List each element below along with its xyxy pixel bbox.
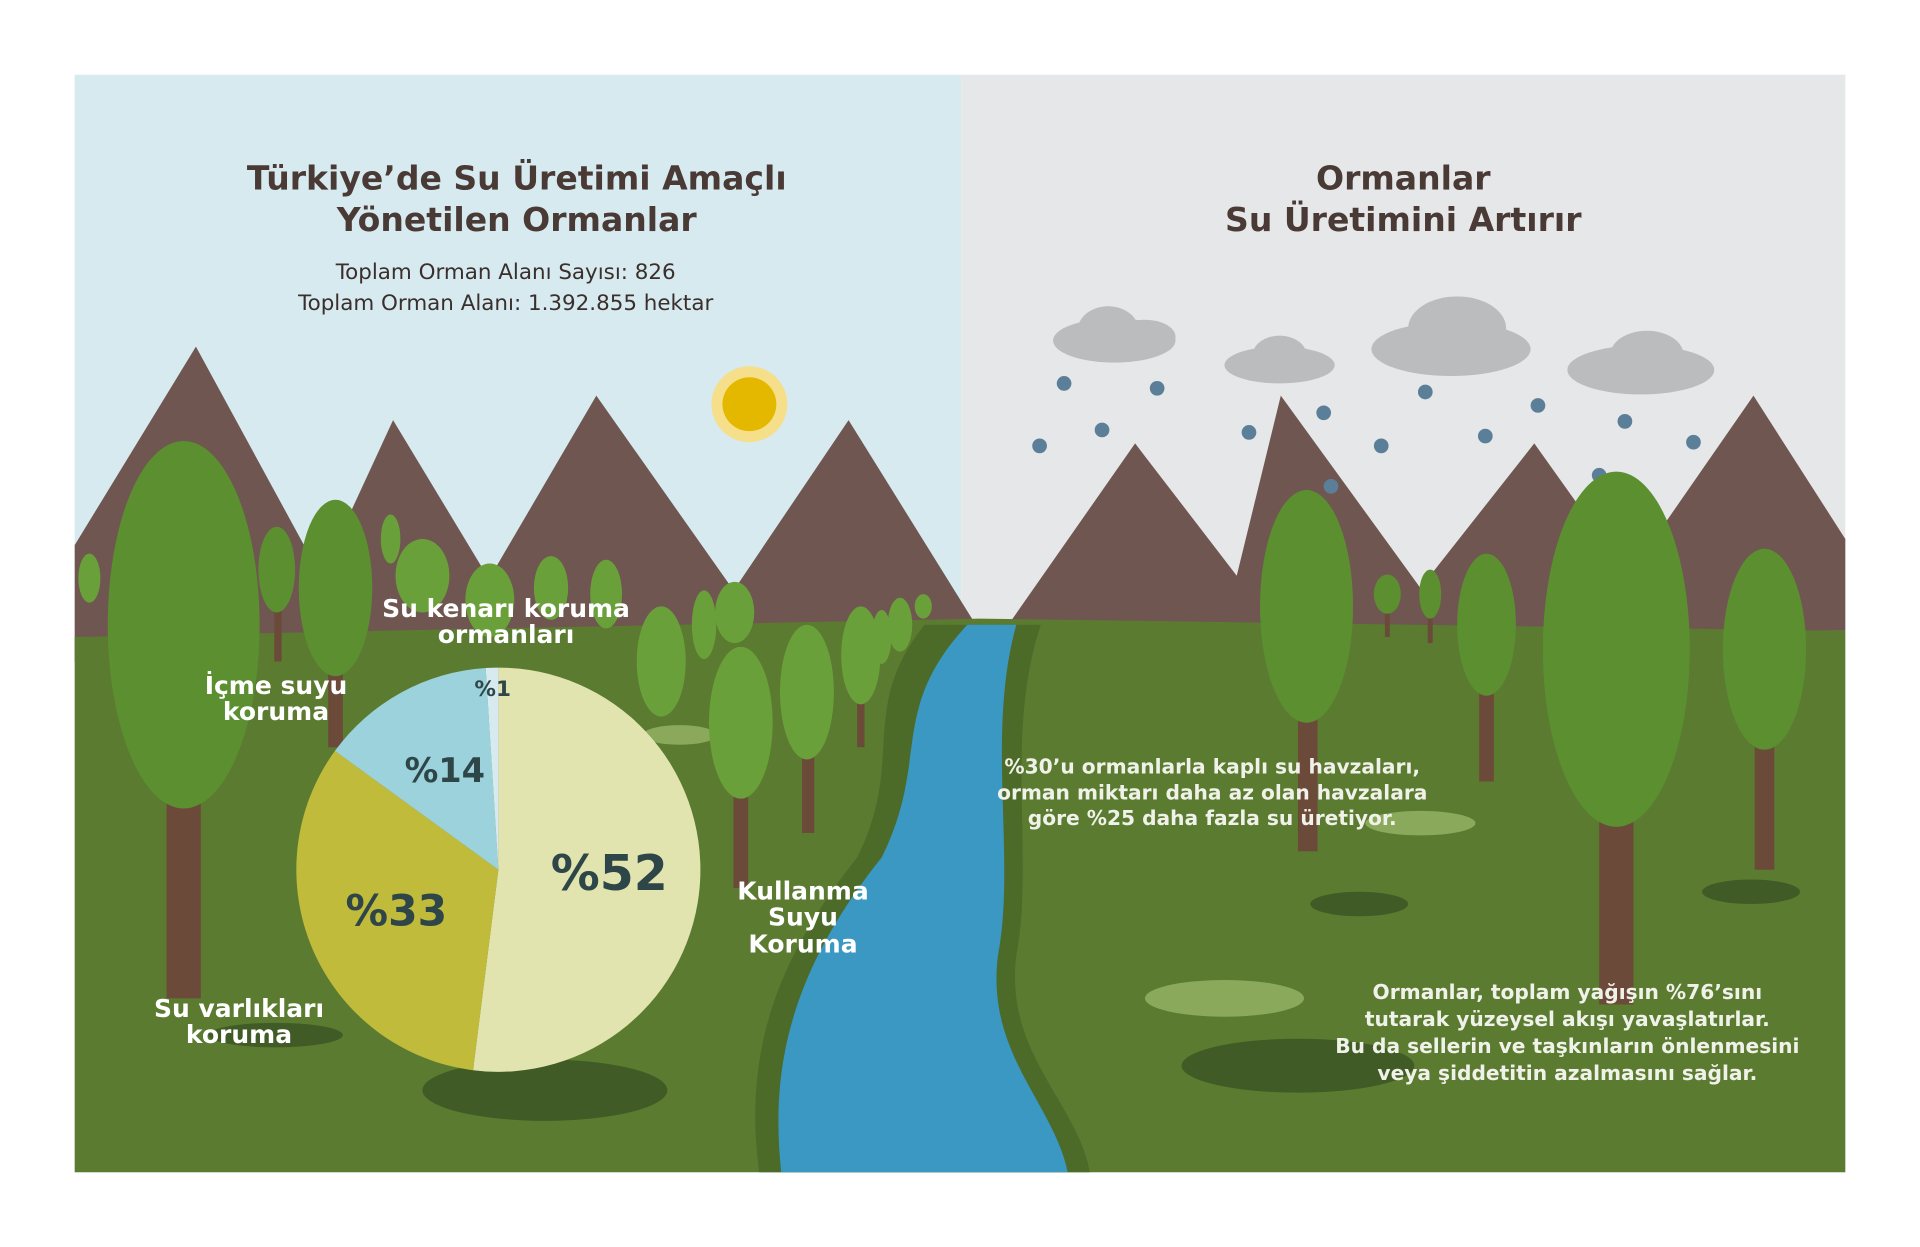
category-label: Su kenarı koruma ormanları <box>382 593 630 649</box>
raindrops-part <box>1032 438 1047 454</box>
bushes-part <box>208 1022 343 1048</box>
clouds-part <box>1408 296 1507 361</box>
raindrops-part <box>1373 438 1389 454</box>
pie-slice <box>296 750 499 1071</box>
category-label: Kullanma Suyu Koruma <box>737 876 869 959</box>
title-line: Su Üretimini Artırır <box>1225 199 1582 239</box>
title-line: Yönetilen Ormanlar <box>336 200 698 239</box>
mountains-part <box>685 420 980 662</box>
trees-part-part <box>258 526 296 613</box>
raindrops-part <box>1477 428 1493 444</box>
bushes <box>208 725 1800 1121</box>
raindrops-part <box>1417 384 1433 400</box>
trees-part-part <box>1384 600 1390 637</box>
trees-part-part <box>274 600 282 662</box>
bushes-part <box>1702 879 1800 905</box>
trees-part-part <box>395 538 450 613</box>
pie-value-label: %1 <box>474 677 511 702</box>
trees-part-part <box>841 606 881 705</box>
trees-part-part <box>78 553 101 603</box>
raindrops-part <box>1094 422 1110 438</box>
title-line: Ormanlar <box>1316 159 1491 198</box>
subtitle-line: Toplam Orman Alanı: 1.392.855 hektar <box>297 291 713 316</box>
clouds-part <box>1114 319 1176 355</box>
trees-part-part <box>1479 673 1494 782</box>
raindrops-part <box>1323 478 1339 494</box>
raindrops-part <box>1530 398 1546 413</box>
bushes-part <box>1181 1038 1415 1093</box>
raindrops-part <box>1241 425 1257 440</box>
trees-part-part <box>636 606 686 717</box>
clouds <box>1053 296 1715 395</box>
raindrops-part <box>1316 405 1332 421</box>
trees-part-part <box>465 563 515 637</box>
sun <box>711 366 788 443</box>
pie-slice <box>334 667 499 870</box>
category-label: Su varlıkları koruma <box>153 993 325 1049</box>
category-label: İçme suyu koruma <box>204 670 348 726</box>
trees-part-part <box>857 673 865 748</box>
note-line: veya şiddetitin azalmasını sağlar. <box>1377 1061 1757 1085</box>
pie-value-label: %33 <box>346 887 448 936</box>
trees-part-part <box>1373 574 1401 614</box>
pie-slice <box>473 667 701 1072</box>
trees-part <box>78 514 932 799</box>
trees-part <box>107 440 1807 827</box>
trees-part-part <box>1427 600 1433 644</box>
note-line: tutarak yüzeysel akışı yavaşlatırlar. <box>1365 1007 1770 1031</box>
bushes-part <box>1365 810 1476 836</box>
trees-part <box>166 600 1775 1005</box>
subtitle-line: Toplam Orman Alanı Sayısı: 826 <box>335 260 676 285</box>
raindrops-part <box>1617 414 1633 429</box>
trees-part-part <box>914 594 932 619</box>
trees-part-part <box>871 610 892 664</box>
bushes-part <box>422 1059 668 1121</box>
trees-part-part <box>298 499 373 677</box>
bushes-part <box>1144 979 1305 1017</box>
trees-part-part <box>1722 548 1807 750</box>
title-line: Türkiye’de Su Üretimi Amaçlı <box>247 158 787 198</box>
trees-part-part <box>533 556 569 620</box>
pie-slice <box>485 667 499 870</box>
clouds-part <box>1610 330 1684 380</box>
note-line: göre %25 daha fazla su üretiyor. <box>1028 806 1397 830</box>
clouds-part <box>1252 335 1307 375</box>
trees-part-part <box>1457 553 1516 696</box>
river <box>778 624 1068 1173</box>
note-line: %30’u ormanlarla kaplı su havzaları, <box>1004 755 1420 779</box>
trees-part-part <box>715 581 755 644</box>
trees-part-part <box>708 646 773 799</box>
note-line: orman miktarı daha az olan havzalara <box>997 780 1427 804</box>
trees-part-part <box>780 624 834 760</box>
trees-part-part <box>590 559 623 629</box>
trees-part-part <box>1419 569 1442 619</box>
raindrops-part <box>1056 376 1072 391</box>
bushes-part <box>642 725 717 745</box>
trees-part-part <box>1542 471 1690 827</box>
bushes-part <box>1310 891 1409 917</box>
trees <box>78 440 1807 1005</box>
trees-part-part <box>1297 685 1318 852</box>
mountains-part <box>440 395 784 662</box>
sun-part <box>722 377 777 432</box>
trees-part-part <box>380 514 401 564</box>
pie-chart: %52 %33 %14 %1 <box>296 667 701 1072</box>
trees-part-part <box>1260 489 1354 723</box>
trees-part-part <box>887 597 913 652</box>
note-line: Bu da sellerin ve taşkınların önlenmesin… <box>1335 1034 1799 1058</box>
raindrops-part <box>1149 380 1165 396</box>
trees-part-part <box>107 440 260 809</box>
pie-value-label: %14 <box>405 751 485 790</box>
trees-part-part <box>691 590 717 660</box>
raindrops-part <box>1686 434 1701 450</box>
note-line: Ormanlar, toplam yağışın %76’sını <box>1373 980 1763 1004</box>
pie-value-label: %52 <box>551 845 668 902</box>
trees-part-part <box>1754 710 1775 870</box>
